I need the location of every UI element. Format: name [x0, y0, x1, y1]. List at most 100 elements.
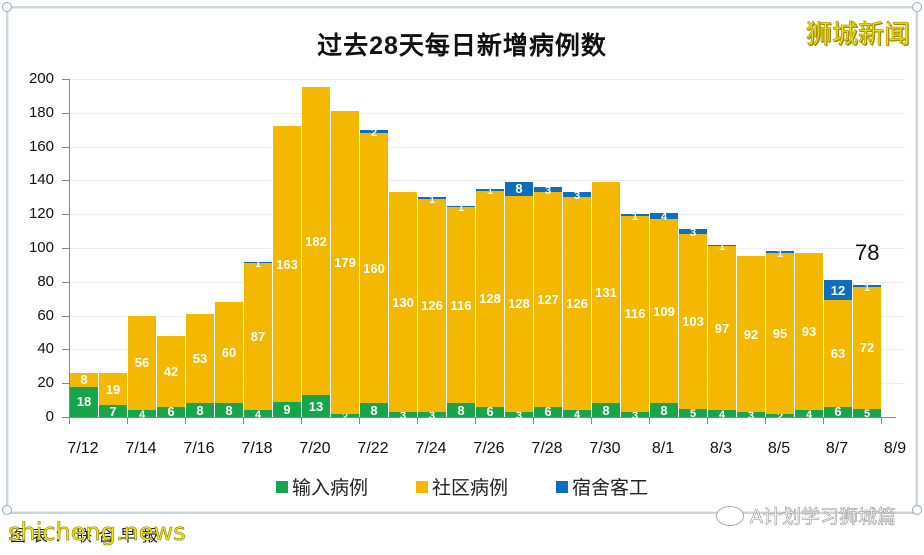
y-tick-label: 0: [45, 408, 54, 425]
bar-segment-dorm[interactable]: 4: [650, 212, 678, 223]
bar-segment-imp[interactable]: 4: [128, 410, 156, 421]
bar-segment-imp[interactable]: 8: [592, 403, 620, 417]
bar-segment-com[interactable]: 72: [853, 286, 881, 409]
bar-segment-imp[interactable]: 4: [708, 410, 736, 421]
bar-segment-imp[interactable]: 2: [331, 411, 359, 422]
y-tick: [62, 315, 69, 317]
bar-segment-dorm[interactable]: 1: [476, 186, 504, 197]
bar-segment-imp[interactable]: 3: [621, 410, 649, 421]
bar-segment-imp[interactable]: 8: [650, 403, 678, 417]
bar-segment-dorm[interactable]: 1: [853, 282, 881, 293]
gridline: [70, 112, 905, 114]
bar-segment-com[interactable]: 95: [766, 253, 794, 414]
bar-segment-imp[interactable]: 9: [273, 401, 301, 417]
bar-segment-dorm[interactable]: 1: [418, 194, 446, 205]
resize-handle-bl[interactable]: [2, 505, 12, 515]
bar-segment-imp[interactable]: 4: [795, 410, 823, 421]
x-tick-label: 7/22: [357, 440, 389, 457]
bar-segment-com[interactable]: 160: [360, 133, 388, 404]
bar-segment-imp[interactable]: 4: [563, 410, 591, 421]
legend-label: 输入病例: [291, 477, 368, 499]
bar-segment-imp[interactable]: 8: [215, 403, 243, 417]
gridline: [70, 180, 905, 182]
bar-segment-imp[interactable]: 3: [505, 410, 533, 421]
bar-segment-com[interactable]: 116: [447, 207, 475, 404]
bar-segment-dorm[interactable]: 1: [621, 211, 649, 222]
bar-segment-com[interactable]: 179: [331, 111, 359, 414]
bar-segment-imp[interactable]: 5: [853, 408, 881, 420]
bar-segment-com[interactable]: 182: [302, 87, 330, 396]
bar-segment-dorm[interactable]: 1: [766, 248, 794, 259]
bar-segment-imp[interactable]: 3: [418, 410, 446, 421]
bar-segment-imp[interactable]: 8: [447, 403, 475, 417]
bar-segment-com[interactable]: 126: [418, 198, 446, 412]
bar-segment-imp[interactable]: 18: [70, 386, 98, 417]
bar-segment-com[interactable]: 103: [679, 234, 707, 409]
x-tick: [533, 418, 534, 424]
x-tick: [475, 418, 476, 424]
bar-segment-com[interactable]: 93: [795, 253, 823, 411]
y-tick: [62, 281, 69, 283]
y-tick-label: 40: [37, 340, 54, 358]
bar-segment-imp[interactable]: 5: [679, 408, 707, 420]
x-axis: [69, 417, 896, 418]
bar-segment-dorm[interactable]: 3: [563, 191, 591, 202]
bar-segment-imp[interactable]: 13: [302, 395, 330, 417]
bar-segment-dorm[interactable]: 1: [447, 203, 475, 214]
y-tick-label: 80: [37, 272, 54, 290]
x-tick-label: 8/1: [651, 440, 675, 457]
bar-segment-com[interactable]: 63: [824, 300, 852, 407]
x-tick: [649, 418, 650, 424]
bar-segment-com[interactable]: 42: [157, 335, 185, 407]
bar-segment-com[interactable]: 116: [621, 215, 649, 412]
bar-segment-imp[interactable]: 6: [534, 405, 562, 418]
bar-segment-imp[interactable]: 7: [99, 405, 127, 418]
bar-segment-com[interactable]: 130: [389, 192, 417, 412]
bar-segment-com[interactable]: 97: [708, 246, 736, 411]
bar-segment-com[interactable]: 126: [563, 197, 591, 411]
bar-segment-com[interactable]: 128: [505, 195, 533, 412]
bar-segment-com[interactable]: 60: [215, 302, 243, 404]
bar-segment-imp[interactable]: 6: [824, 405, 852, 418]
bar-segment-com[interactable]: 92: [737, 256, 765, 412]
bar-segment-com[interactable]: 109: [650, 219, 678, 404]
bar-segment-com[interactable]: 131: [592, 182, 620, 404]
bar-segment-imp[interactable]: 2: [766, 411, 794, 422]
bar-segment-imp[interactable]: 3: [389, 410, 417, 421]
y-tick: [62, 383, 69, 385]
bar-segment-com[interactable]: 56: [128, 315, 156, 411]
bar-segment-dorm[interactable]: 2: [360, 127, 388, 138]
x-tick: [823, 418, 824, 424]
resize-handle-tr[interactable]: [912, 2, 922, 12]
gridline: [70, 79, 905, 80]
bar-segment-imp[interactable]: 4: [244, 410, 272, 421]
legend-item-dormitory[interactable]: 宿舍客工: [556, 473, 648, 500]
x-tick-label: 8/7: [825, 440, 849, 457]
y-tick-label: 160: [28, 137, 54, 155]
bar-segment-com[interactable]: 19: [99, 373, 127, 406]
bar-segment-imp[interactable]: 6: [157, 405, 185, 418]
bar-segment-com[interactable]: 53: [186, 313, 214, 404]
y-tick: [62, 349, 69, 351]
bar-segment-dorm[interactable]: 1: [244, 258, 272, 269]
y-tick: [62, 79, 69, 80]
bar-segment-dorm[interactable]: 12: [824, 280, 852, 301]
bar-segment-com[interactable]: 8: [70, 373, 98, 387]
bar-segment-imp[interactable]: 6: [476, 405, 504, 418]
bar-segment-imp[interactable]: 8: [360, 403, 388, 417]
bar-segment-imp[interactable]: 8: [186, 403, 214, 417]
bar-segment-com[interactable]: 163: [273, 126, 301, 402]
bar-segment-dorm[interactable]: 3: [534, 186, 562, 197]
bar-segment-com[interactable]: 128: [476, 190, 504, 407]
legend-item-community[interactable]: 社区病例: [415, 473, 508, 500]
bar-segment-com[interactable]: 127: [534, 192, 562, 407]
bar-segment-imp[interactable]: 3: [737, 410, 765, 421]
bar-segment-dorm[interactable]: 3: [679, 228, 707, 239]
legend-item-imported[interactable]: 输入病例: [275, 473, 368, 500]
bar-segment-dorm[interactable]: 1: [708, 241, 736, 252]
resize-handle-tl[interactable]: [2, 2, 12, 12]
resize-handle-br[interactable]: [912, 505, 922, 515]
bar-segment-dorm[interactable]: 8: [505, 182, 533, 196]
x-tick: [591, 418, 592, 424]
bar-segment-com[interactable]: 87: [244, 263, 272, 411]
